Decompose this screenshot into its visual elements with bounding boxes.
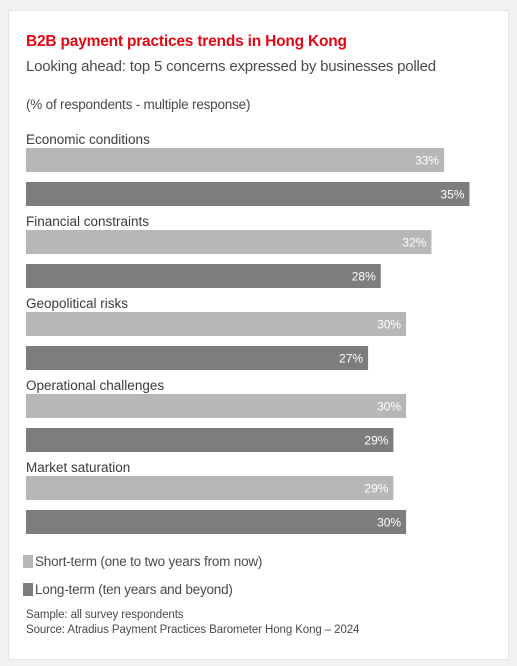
legend-label-long-term: Long-term (ten years and beyond): [35, 582, 233, 597]
bar-chart: Economic conditions 33% 35% Financial const…: [26, 132, 470, 534]
data-label: 29%: [364, 482, 388, 496]
bar-short-term: [26, 312, 407, 336]
chart-card: B2B payment practices trends in Hong Kon…: [8, 10, 509, 660]
bar-long-term: [26, 346, 369, 370]
category-label: Geopolitical risks: [26, 296, 128, 311]
legend-swatch-short-term: [23, 555, 33, 568]
bar-short-term: [26, 230, 432, 254]
bar-long-term: [26, 264, 381, 288]
legend-swatch-long-term: [23, 583, 33, 596]
chart-subtitle: Looking ahead: top 5 concerns expressed …: [26, 58, 436, 75]
data-label: 33%: [415, 154, 439, 168]
category-label: Economic conditions: [26, 132, 150, 147]
data-label: 32%: [402, 236, 426, 250]
category-label: Operational challenges: [26, 378, 164, 393]
chart-title: B2B payment practices trends in Hong Kon…: [26, 33, 347, 50]
bar-short-term: [26, 394, 407, 418]
chart-notes: Sample: all survey respondents Source: A…: [26, 608, 359, 638]
bar-long-term: [26, 428, 394, 452]
data-label: 30%: [377, 318, 401, 332]
category-label: Financial constraints: [26, 214, 149, 229]
bar-long-term: [26, 182, 470, 206]
data-label: 29%: [364, 434, 388, 448]
legend-item-long-term: Long-term (ten years and beyond): [23, 582, 233, 597]
data-label: 28%: [352, 270, 376, 284]
source-note: Source: Atradius Payment Practices Barom…: [26, 624, 360, 636]
bar-short-term: [26, 148, 445, 172]
bar-long-term: [26, 510, 407, 534]
unit-note: (% of respondents - multiple response): [26, 97, 251, 112]
data-label: 30%: [377, 516, 401, 530]
legend-label-short-term: Short-term (one to two years from now): [35, 554, 263, 569]
data-label: 30%: [377, 400, 401, 414]
data-label: 35%: [440, 188, 464, 202]
legend-item-short-term: Short-term (one to two years from now): [23, 554, 262, 569]
sample-note: Sample: all survey respondents: [26, 609, 184, 621]
category-label: Market saturation: [26, 460, 130, 475]
bar-short-term: [26, 476, 394, 500]
data-label: 27%: [339, 352, 363, 366]
